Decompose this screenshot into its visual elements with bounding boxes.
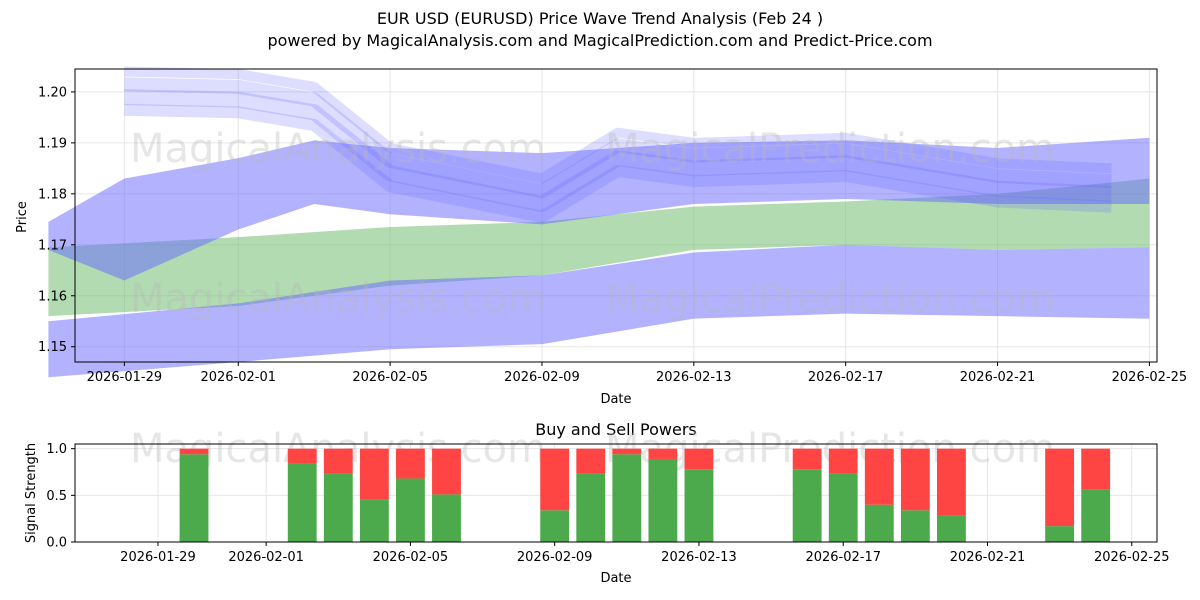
sell-bar-7 [576, 448, 606, 474]
power-y-label: Signal Strength [24, 443, 39, 543]
buy-bar-14 [900, 510, 930, 542]
power-ytick-label-1: 0.5 [46, 489, 67, 504]
wave-lines-3 [124, 66, 1112, 184]
sell-bar-16 [1045, 448, 1075, 527]
price-xtick-label-2: 2026-02-05 [352, 370, 428, 385]
green-band [48, 178, 1150, 317]
price-xtick-label-5: 2026-02-17 [808, 370, 884, 385]
sell-bar-6 [540, 448, 570, 511]
power-xtick-label-7: 2026-02-25 [1094, 550, 1170, 565]
buy-bar-4 [395, 478, 425, 542]
wave-lines-0 [124, 89, 1112, 213]
chart-title: EUR USD (EURUSD) Price Wave Trend Analys… [376, 9, 824, 28]
power-xtick-label-0: 2026-01-29 [120, 550, 196, 565]
sell-bar-2 [323, 448, 353, 474]
power-xtick-label-2: 2026-02-05 [373, 550, 449, 565]
price-x-ticks: 2026-01-29 2026-02-01 2026-02-05 2026-02-09… [87, 362, 1188, 385]
power-x-ticks: 2026-01-29 2026-02-01 2026-02-05 2026-02-09… [120, 542, 1170, 565]
power-xtick-label-1: 2026-02-01 [228, 550, 304, 565]
sell-bar-1 [287, 448, 317, 464]
sell-bar-4 [395, 448, 425, 479]
sell-bar-10 [684, 448, 714, 470]
main-blue-band [48, 137, 1150, 281]
buy-bar-6 [540, 510, 570, 542]
buy-bar-3 [359, 499, 389, 542]
wave-lines-2 [124, 103, 1112, 223]
price-xtick-label-3: 2026-02-09 [504, 370, 580, 385]
buy-bar-15 [936, 515, 966, 542]
buy-bar-13 [864, 504, 894, 542]
price-xtick-label-4: 2026-02-13 [656, 370, 732, 385]
sell-bar-8 [612, 448, 642, 455]
price-ytick-label-1: 1.16 [38, 289, 67, 304]
power-xtick-label-4: 2026-02-13 [661, 550, 737, 565]
watermark-analysis: MagicalAnalysis.com [130, 126, 546, 172]
sell-bar-13 [864, 448, 894, 505]
buy-bar-12 [828, 473, 858, 542]
power-ytick-label-0: 0.0 [46, 536, 67, 551]
power-x-label: Date [600, 571, 631, 586]
price-y-ticks: 1.15 1.16 1.17 1.18 1.19 1.20 [38, 85, 75, 355]
wave-lines-1 [124, 77, 1112, 199]
buy-bar-5 [432, 494, 461, 542]
price-xtick-label-7: 2026-02-25 [1112, 370, 1188, 385]
buy-bar-8 [612, 454, 642, 542]
price-ytick-label-0: 1.15 [38, 340, 67, 355]
buy-bar-10 [684, 469, 714, 542]
chart-subtitle: powered by MagicalAnalysis.com and Magic… [267, 31, 933, 50]
sell-bar-0 [179, 448, 209, 455]
power-y-ticks: 0.0 0.5 1.0 [46, 442, 75, 551]
price-bands [48, 66, 1150, 378]
lower-blue-band [48, 244, 1150, 378]
buy-bar-0 [179, 454, 209, 542]
watermark-prediction-2: MagicalPrediction.com [605, 276, 1055, 322]
power-bars [179, 448, 1111, 542]
price-xtick-label-0: 2026-01-29 [87, 370, 163, 385]
sell-bar-15 [936, 448, 966, 516]
price-x-label: Date [600, 392, 631, 407]
price-xtick-label-1: 2026-02-01 [200, 370, 276, 385]
sell-bar-11 [792, 448, 822, 470]
buy-bar-9 [648, 458, 678, 542]
price-ytick-label-4: 1.19 [38, 136, 67, 151]
sell-bar-12 [828, 448, 858, 474]
sell-bar-3 [359, 448, 389, 500]
buy-bar-17 [1081, 489, 1111, 542]
price-plot-frame [74, 68, 1158, 363]
buy-bar-2 [323, 473, 353, 542]
power-xtick-label-6: 2026-02-21 [950, 550, 1026, 565]
power-xtick-label-3: 2026-02-09 [517, 550, 593, 565]
power-xtick-label-5: 2026-02-17 [805, 550, 881, 565]
power-title: Buy and Sell Powers [535, 420, 697, 439]
buy-bar-7 [576, 473, 606, 542]
price-xtick-label-6: 2026-02-21 [960, 370, 1036, 385]
watermark-analysis-2: MagicalAnalysis.com [130, 276, 546, 322]
buy-bar-1 [287, 463, 317, 542]
watermark-prediction: MagicalPrediction.com [605, 126, 1055, 172]
price-ytick-label-3: 1.18 [38, 187, 67, 202]
sell-bar-17 [1081, 448, 1111, 490]
buy-bar-16 [1045, 526, 1075, 542]
power-ytick-label-2: 1.0 [46, 442, 67, 457]
power-plot-frame [74, 443, 1158, 543]
price-watermarks: MagicalAnalysis.com MagicalPrediction.co… [130, 126, 1055, 322]
sell-bar-5 [432, 448, 461, 495]
sell-bar-14 [900, 448, 930, 511]
price-ytick-label-5: 1.20 [38, 85, 67, 100]
price-y-label: Price [15, 201, 30, 233]
sell-bar-9 [648, 448, 678, 459]
buy-bar-11 [792, 469, 822, 542]
price-ytick-label-2: 1.17 [38, 238, 67, 253]
